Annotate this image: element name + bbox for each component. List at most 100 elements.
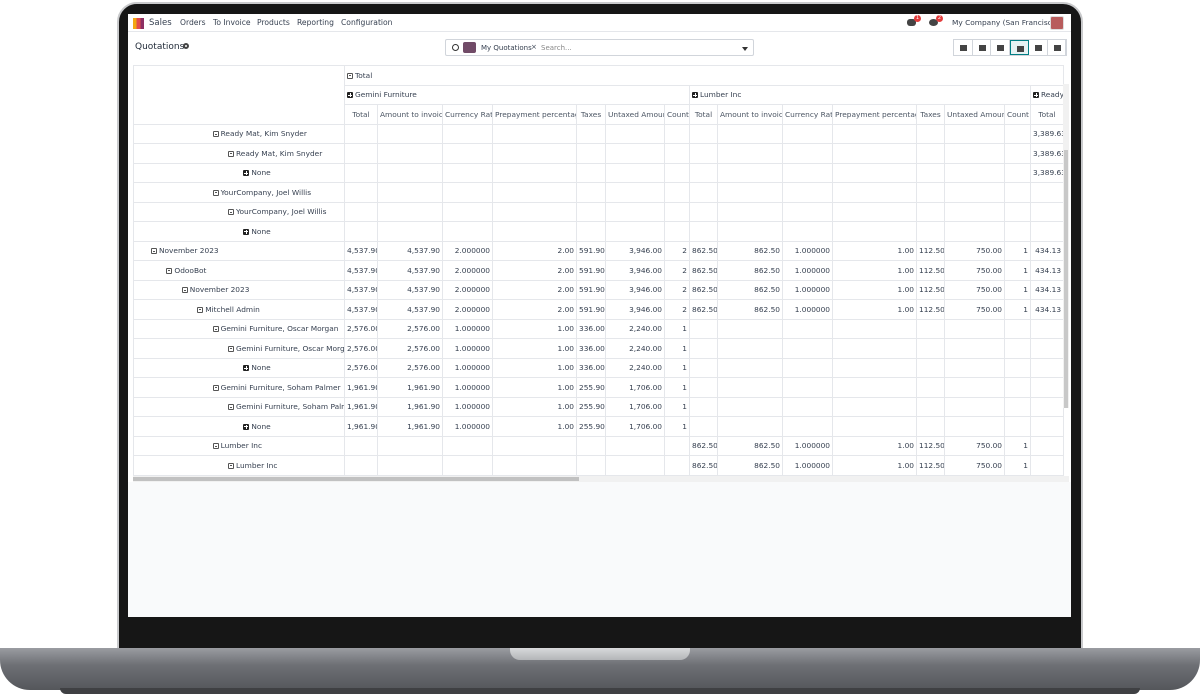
search-placeholder[interactable]: Search...	[541, 44, 572, 52]
pivot-cell[interactable]: 1.00	[492, 416, 577, 437]
collapse-icon[interactable]	[212, 443, 219, 450]
collapse-icon[interactable]	[197, 306, 204, 313]
pivot-cell[interactable]: 4,537.90	[344, 240, 378, 261]
breadcrumb-title[interactable]: Quotations	[135, 42, 185, 52]
collapse-icon[interactable]	[181, 287, 188, 294]
pivot-cell[interactable]: 2,576.00	[344, 318, 378, 339]
pivot-cell[interactable]: 2.000000	[442, 260, 493, 281]
row-label[interactable]: Gemini Furniture, Oscar Morgan	[220, 324, 339, 334]
list-view-button[interactable]	[954, 40, 973, 55]
pivot-cell[interactable]: 2,240.00	[605, 338, 665, 359]
pivot-cell[interactable]: 1,706.00	[605, 396, 665, 417]
scroll-thumb[interactable]	[1064, 150, 1068, 408]
measure-header[interactable]: Taxes	[576, 104, 606, 125]
header-label[interactable]: Gemini Furniture	[355, 90, 417, 100]
pivot-cell[interactable]: 3,946.00	[605, 260, 665, 281]
pivot-cell[interactable]: 2,240.00	[605, 318, 665, 339]
search-dropdown-toggle[interactable]	[742, 47, 748, 51]
pivot-cell[interactable]: 862.50	[717, 260, 783, 281]
measure-header[interactable]: Total	[344, 104, 378, 125]
pivot-cell[interactable]: 862.50	[689, 455, 718, 476]
collapse-icon[interactable]	[228, 150, 234, 157]
expand-icon[interactable]	[243, 228, 250, 235]
measure-header[interactable]: Total	[1029, 104, 1065, 125]
pivot-cell[interactable]: 1	[1004, 435, 1031, 456]
pivot-cell[interactable]: 1.000000	[442, 357, 493, 378]
pivot-cell[interactable]: 1.00	[492, 338, 577, 359]
pivot-cell[interactable]: 255.90	[576, 377, 606, 398]
pivot-cell[interactable]: 2	[664, 260, 690, 281]
pivot-cell[interactable]: 1	[664, 338, 690, 359]
pivot-cell[interactable]: 1,706.00	[605, 377, 665, 398]
pivot-cell[interactable]: 2,240.00	[605, 357, 665, 378]
pivot-cell[interactable]: 862.50	[689, 279, 718, 300]
header-label[interactable]: Lumber Inc	[700, 90, 742, 100]
pivot-cell[interactable]: 2	[664, 279, 690, 300]
row-header[interactable]: November 2023	[133, 279, 345, 300]
pivot-cell[interactable]: 4,537.90	[344, 279, 378, 300]
measure-header[interactable]: Prepayment percentage	[492, 104, 577, 125]
pivot-cell[interactable]: 1,961.90	[377, 396, 443, 417]
pivot-cell[interactable]: 750.00	[944, 455, 1005, 476]
pivot-cell[interactable]: 1,961.90	[377, 377, 443, 398]
pivot-cell[interactable]: 1.00	[832, 455, 917, 476]
pivot-cell[interactable]: 4,537.90	[377, 279, 443, 300]
pivot-cell[interactable]: 1	[664, 318, 690, 339]
collapse-icon[interactable]	[151, 248, 157, 255]
row-header[interactable]: Gemini Furniture, Soham Palmer	[133, 377, 345, 398]
pivot-cell[interactable]: 112.50	[916, 260, 945, 281]
pivot-cell[interactable]: 1.000000	[442, 416, 493, 437]
row-header[interactable]: Mitchell Admin	[133, 299, 345, 320]
pivot-cell[interactable]: 1.000000	[442, 338, 493, 359]
row-header[interactable]: None	[133, 357, 345, 378]
pivot-cell[interactable]: 591.90	[576, 260, 606, 281]
pivot-cell[interactable]: 4,537.90	[377, 260, 443, 281]
pivot-cell[interactable]: 2	[664, 299, 690, 320]
measure-header[interactable]: Total	[689, 104, 718, 125]
pivot-cell[interactable]: 2.000000	[442, 240, 493, 261]
collapse-icon[interactable]	[212, 131, 219, 138]
expand-icon[interactable]	[243, 423, 250, 430]
row-header[interactable]: Lumber Inc	[133, 455, 345, 476]
app-name[interactable]: Sales	[149, 18, 172, 28]
pivot-cell[interactable]: 336.00	[576, 318, 606, 339]
menu-item[interactable]: Products	[257, 18, 290, 27]
row-header[interactable]: Gemini Furniture, Soham Palmer	[133, 396, 345, 417]
row-label[interactable]: Lumber Inc	[236, 460, 278, 470]
company-switcher[interactable]: My Company (San Francisco)	[952, 18, 1060, 27]
collapse-icon[interactable]	[228, 209, 234, 216]
pivot-cell[interactable]: 112.50	[916, 435, 945, 456]
pivot-cell[interactable]: 862.50	[689, 435, 718, 456]
scroll-thumb[interactable]	[133, 477, 579, 481]
user-avatar[interactable]	[1050, 16, 1064, 30]
row-header[interactable]: Ready Mat, Kim Snyder	[133, 143, 345, 164]
pivot-cell[interactable]: 1.000000	[782, 279, 833, 300]
pivot-cell[interactable]: 4,537.90	[377, 240, 443, 261]
pivot-cell[interactable]: 1.000000	[782, 240, 833, 261]
measure-header[interactable]: Prepayment percentage	[832, 104, 917, 125]
row-label[interactable]: YourCompany, Joel Willis	[220, 187, 312, 197]
pivot-cell[interactable]: 1	[664, 396, 690, 417]
pivot-cell[interactable]: 591.90	[576, 279, 606, 300]
row-header[interactable]: Gemini Furniture, Oscar Morgan	[133, 318, 345, 339]
row-header[interactable]: Lumber Inc	[133, 435, 345, 456]
row-header[interactable]: OdooBot	[133, 260, 345, 281]
header-label[interactable]: Total	[355, 70, 373, 80]
pivot-cell[interactable]: 1,961.90	[344, 377, 378, 398]
pivot-cell[interactable]: 112.50	[916, 240, 945, 261]
pivot-cell[interactable]: 1	[1004, 455, 1031, 476]
menu-item[interactable]: To Invoice	[213, 18, 251, 27]
row-label[interactable]: None	[251, 226, 271, 236]
total-header[interactable]: Total	[343, 65, 1065, 86]
row-label[interactable]: November 2023	[189, 285, 250, 295]
pivot-cell[interactable]: 434.13	[1029, 299, 1065, 320]
pivot-cell[interactable]: 862.50	[689, 240, 718, 261]
pivot-cell[interactable]: 336.00	[576, 338, 606, 359]
row-label[interactable]: Gemini Furniture, Soham Palmer	[220, 382, 341, 392]
pivot-cell[interactable]: 3,946.00	[605, 299, 665, 320]
pivot-cell[interactable]: 2.00	[492, 260, 577, 281]
pivot-cell[interactable]: 862.50	[717, 279, 783, 300]
pivot-cell[interactable]: 255.90	[576, 396, 606, 417]
facet-remove[interactable]: ×	[531, 43, 537, 51]
pivot-cell[interactable]: 1.00	[832, 240, 917, 261]
